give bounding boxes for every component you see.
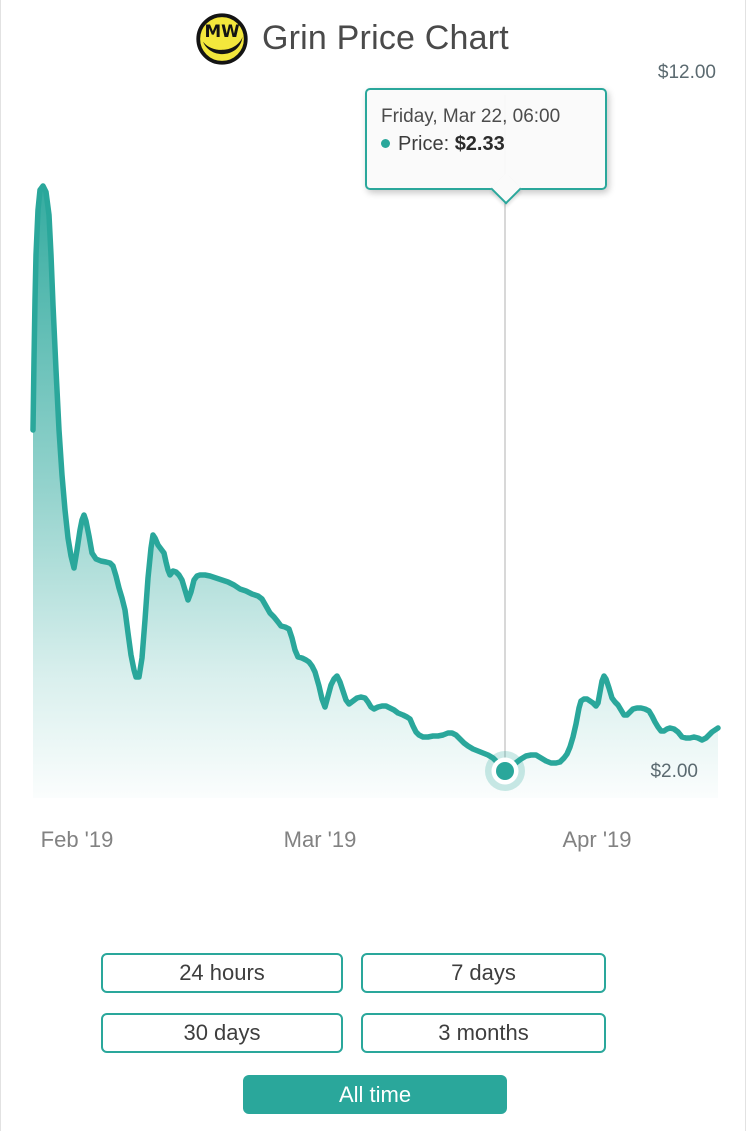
timeframe-button-30-days[interactable]: 30 days (101, 1013, 343, 1053)
price-area (33, 186, 718, 798)
x-axis-label-mar: Mar '19 (283, 827, 357, 852)
x-axis-label-feb: Feb '19 (40, 827, 114, 852)
tooltip-price-value: $2.33 (454, 133, 505, 155)
tooltip-price-row: Price: $2.33 (381, 129, 605, 159)
price-line (30, 183, 721, 774)
timeframe-button-24-hours[interactable]: 24 hours (101, 953, 343, 993)
logo-smile (203, 36, 243, 55)
series-bullet-icon (381, 139, 390, 148)
page-right-border (745, 0, 746, 1131)
x-axis-label-apr: Apr '19 (562, 827, 632, 852)
page-title: Grin Price Chart (262, 19, 509, 57)
price-chart-plot[interactable] (0, 0, 750, 870)
timeframe-button-all-time[interactable]: All time (243, 1075, 507, 1114)
marker-dot[interactable] (496, 762, 514, 780)
logo-mw-letters: MW (204, 21, 239, 41)
timeframe-button-3-months[interactable]: 3 months (361, 1013, 606, 1053)
page-left-border (0, 0, 1, 1131)
grin-logo-icon: MW (196, 13, 248, 65)
tooltip-series-label: Price: (398, 133, 450, 155)
chart-tooltip: Friday, Mar 22, 06:00 Price: $2.33 (365, 88, 607, 205)
y-axis-label-top: $12.00 (657, 62, 716, 83)
timeframe-button-7-days[interactable]: 7 days (361, 953, 606, 993)
tooltip-date: Friday, Mar 22, 06:00 (381, 106, 561, 127)
y-axis-label-bottom: $2.00 (650, 761, 698, 782)
